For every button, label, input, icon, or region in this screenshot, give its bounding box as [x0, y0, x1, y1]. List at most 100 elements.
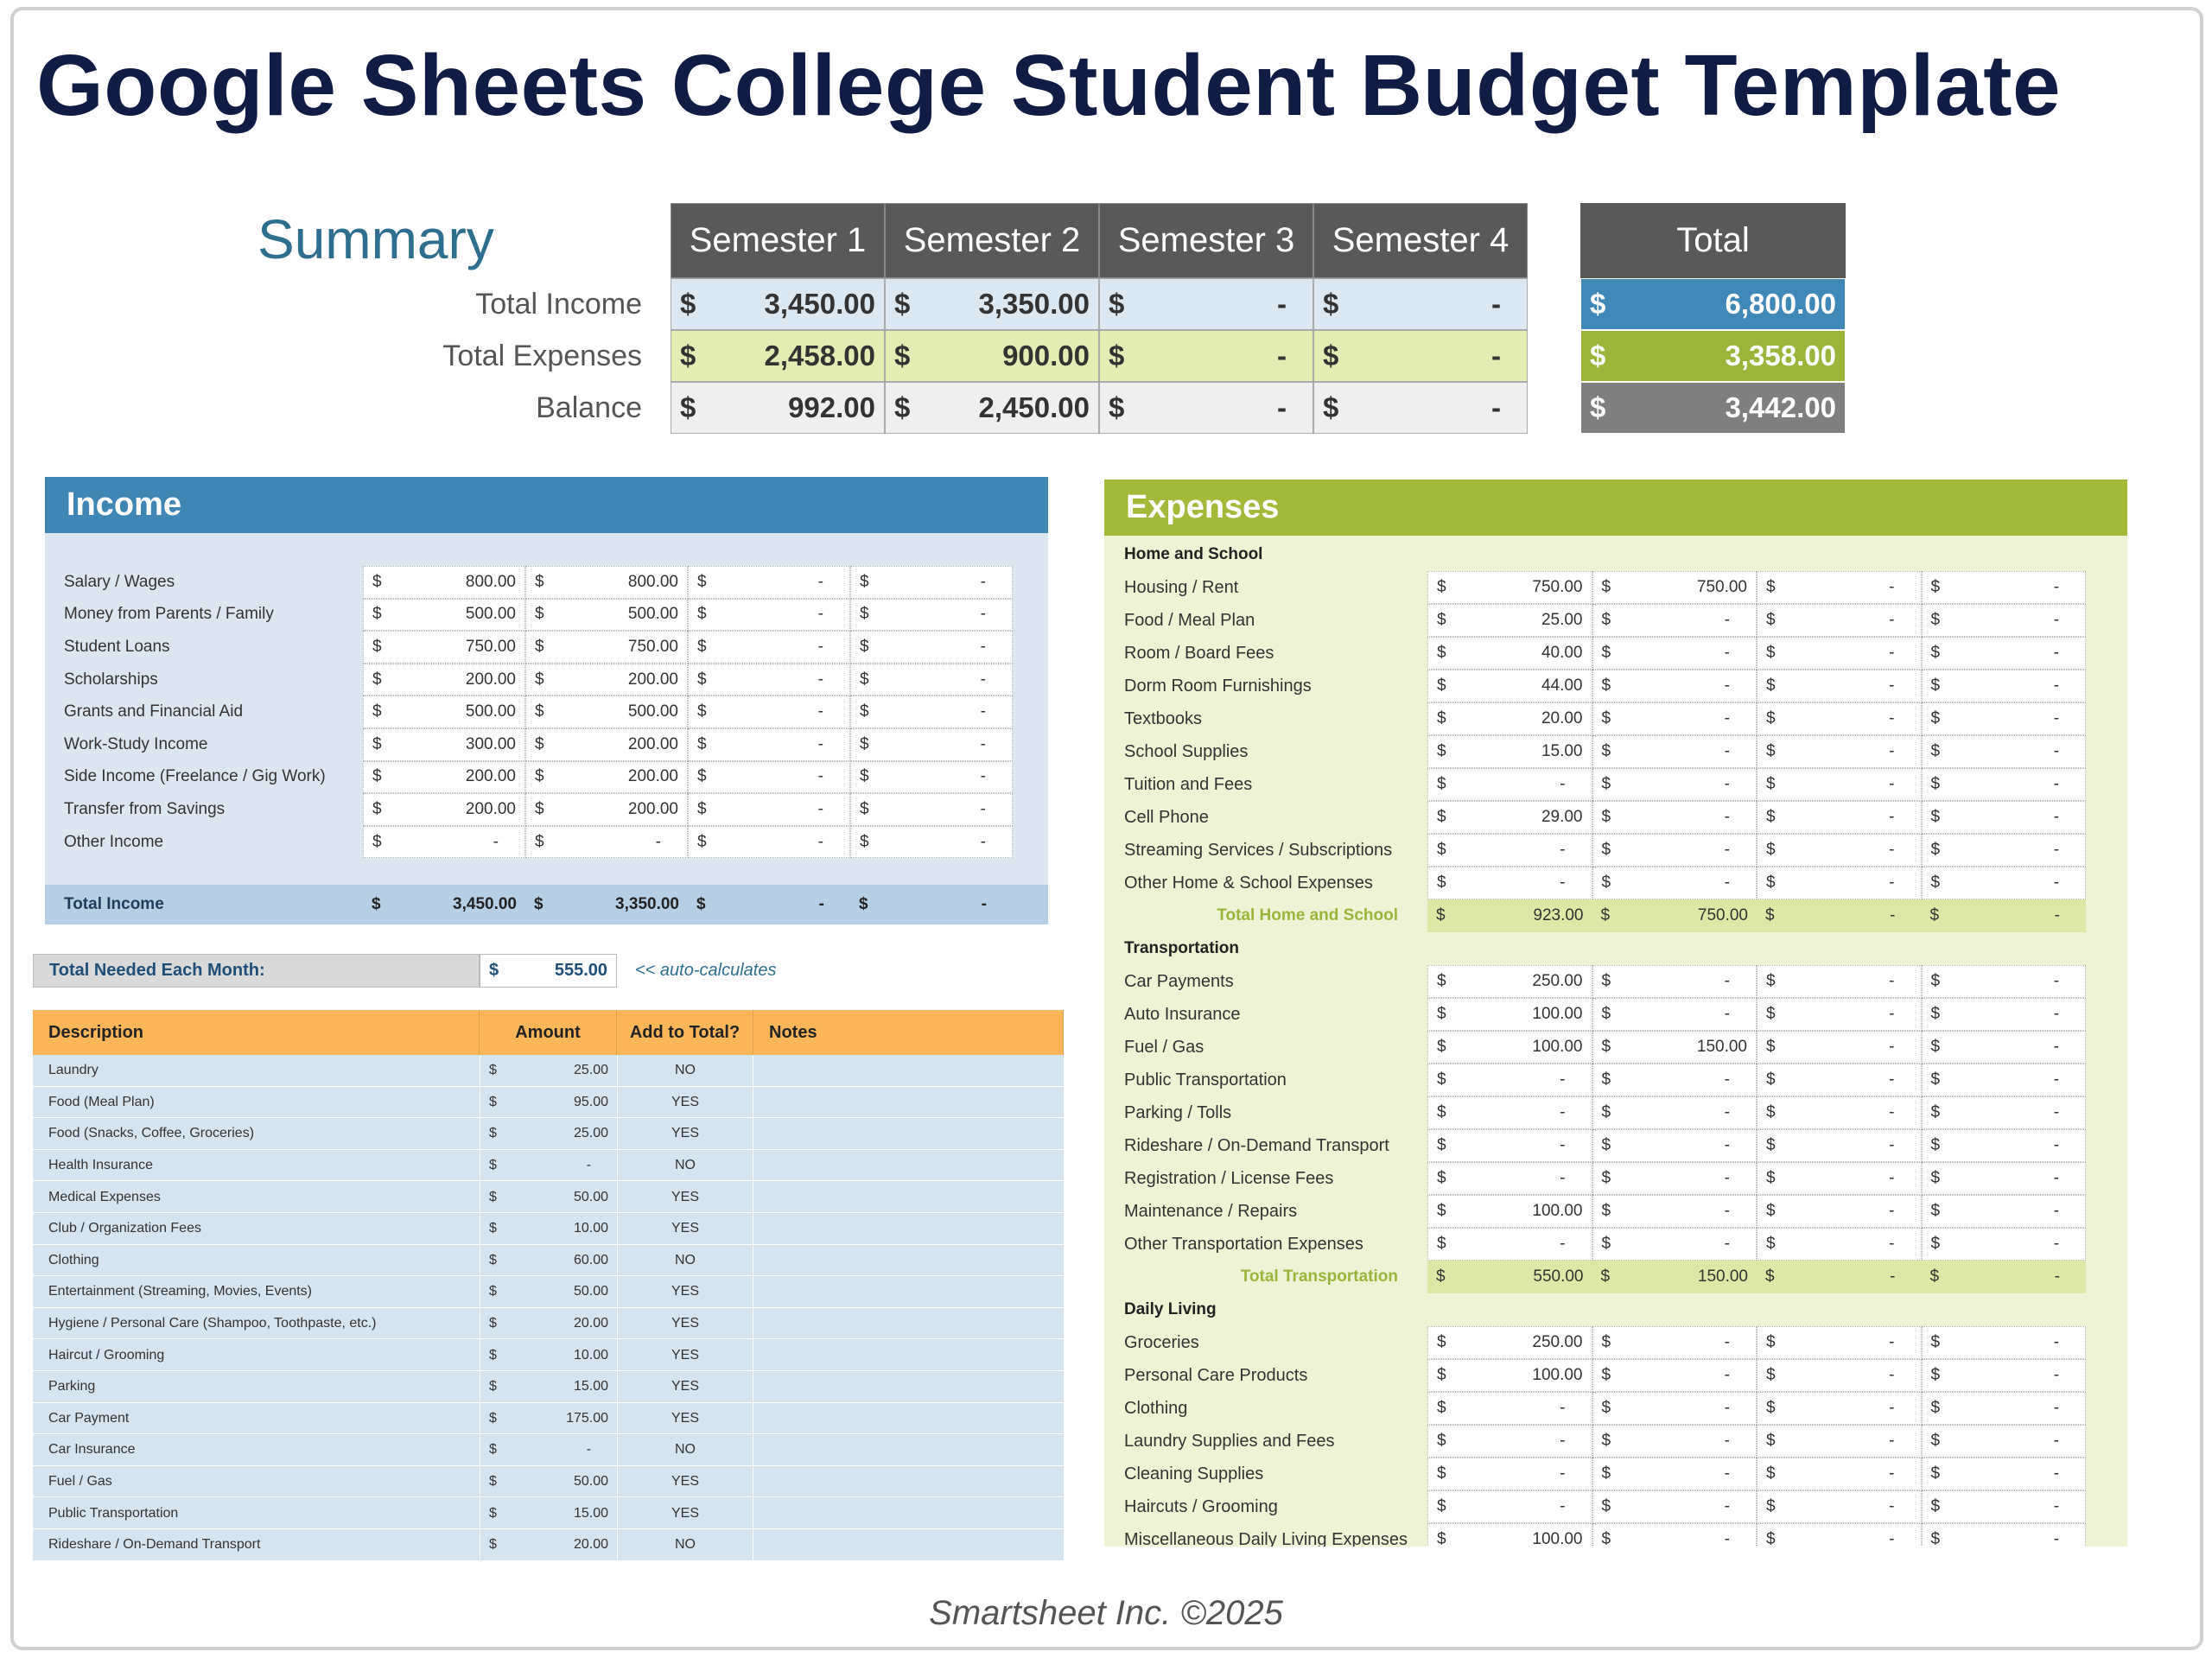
amount: 300.00: [465, 734, 516, 753]
summary-row-label: Total Income: [475, 287, 642, 321]
money-cell: $200.00: [363, 793, 525, 826]
amount: -: [2053, 709, 2059, 727]
currency-symbol: $: [1437, 1497, 1446, 1515]
expense-row-label: Cleaning Supplies: [1124, 1464, 1264, 1483]
money-cell: $ -: [1592, 801, 1757, 834]
amount: -: [980, 767, 986, 786]
amount: 100.00: [1532, 1005, 1583, 1023]
money-cell: $ -: [1921, 965, 2086, 998]
amount: -: [1724, 1530, 1730, 1547]
amount: 500.00: [465, 605, 516, 624]
amount: -: [817, 734, 823, 753]
currency-symbol: $: [1766, 1202, 1776, 1220]
currency-symbol: $: [1437, 1038, 1446, 1056]
currency-symbol: $: [859, 895, 868, 913]
money-cell: $ -: [688, 760, 850, 794]
money-cell: $ -: [1592, 1523, 1757, 1547]
monthly-add-flag: YES: [617, 1213, 753, 1245]
currency-symbol: $: [1437, 1432, 1446, 1450]
money-cell: $100.00: [1427, 1031, 1592, 1064]
money-cell: $ -: [1921, 1326, 2086, 1359]
money-cell: $ -: [1592, 1359, 1757, 1392]
monthly-description: Public Transportation: [48, 1505, 179, 1521]
amount: -: [1560, 1399, 1566, 1417]
section-total-label: Total Transportation: [1240, 1267, 1398, 1286]
money-cell: $ -: [1921, 1096, 2086, 1129]
currency-symbol: $: [489, 1126, 497, 1141]
currency-symbol: $: [534, 895, 543, 913]
amount: 40.00: [1541, 644, 1583, 662]
money-cell: $20.00: [480, 1307, 617, 1340]
money-cell: $2,458.00: [671, 330, 885, 382]
currency-symbol: $: [1437, 611, 1446, 629]
income-row-label: Work-Study Income: [64, 734, 208, 753]
currency-symbol: $: [1436, 1267, 1446, 1286]
amount: -: [1889, 873, 1895, 892]
income-row-label: Money from Parents / Family: [64, 605, 274, 624]
amount: -: [1724, 873, 1730, 892]
amount: -: [817, 572, 823, 591]
monthly-row: Parking $15.00 YES: [33, 1371, 1064, 1403]
amount: 50.00: [573, 1474, 608, 1490]
money-cell: $ -: [850, 566, 1013, 599]
amount: -: [980, 734, 986, 753]
money-cell: $50.00: [480, 1276, 617, 1308]
money-cell: $ -: [850, 631, 1013, 664]
money-cell: $ -: [1757, 801, 1922, 834]
money-cell: $ -: [1099, 278, 1313, 330]
amount: -: [1724, 709, 1730, 727]
currency-symbol: $: [535, 702, 544, 721]
currency-symbol: $: [1930, 1005, 1941, 1023]
money-cell: $ -: [1592, 1490, 1757, 1523]
currency-symbol: $: [1930, 677, 1941, 695]
amount: -: [1724, 1235, 1730, 1253]
amount: -: [1560, 775, 1566, 793]
expense-row-label: School Supplies: [1124, 741, 1249, 761]
amount: 20.00: [573, 1316, 608, 1331]
monthly-row: Fuel / Gas $50.00 YES: [33, 1465, 1064, 1498]
amount: -: [817, 767, 823, 786]
money-cell: $ -: [1757, 1261, 1922, 1293]
monthly-body: Laundry $25.00 NO Food (Meal Plan) $95.00 YES…: [33, 1055, 1064, 1560]
money-cell: $ -: [1592, 1096, 1757, 1129]
amount: 3,450.00: [453, 895, 517, 913]
currency-symbol: $: [1436, 906, 1446, 924]
money-cell: $ -: [1921, 1228, 2086, 1261]
monthly-add-flag: NO: [617, 1055, 753, 1087]
currency-symbol: $: [489, 1505, 497, 1521]
currency-symbol: $: [1437, 972, 1446, 990]
amount: -: [1890, 906, 1896, 924]
expense-row-label: Fuel / Gas: [1124, 1037, 1205, 1057]
currency-symbol: $: [1601, 1530, 1611, 1547]
currency-symbol: $: [1601, 1497, 1611, 1515]
money-cell: $50.00: [480, 1465, 617, 1498]
amount: -: [1889, 775, 1895, 793]
amount: 900.00: [1002, 340, 1090, 372]
amount: -: [1724, 1399, 1730, 1417]
currency-symbol: $: [1930, 1432, 1941, 1450]
money-cell: $44.00: [1427, 670, 1592, 702]
amount: 550.00: [1533, 1267, 1584, 1286]
amount: 50.00: [573, 1189, 608, 1204]
currency-symbol: $: [1766, 742, 1776, 760]
currency-symbol: $: [1437, 1464, 1446, 1483]
currency-symbol: $: [1437, 709, 1446, 727]
expense-row-label: Registration / License Fees: [1124, 1168, 1334, 1188]
amount: -: [980, 799, 986, 818]
summary-row-label: Total Expenses: [442, 339, 642, 372]
monthly-row: Health Insurance $ - NO: [33, 1149, 1064, 1182]
amount: 100.00: [1532, 1202, 1583, 1220]
currency-symbol: $: [894, 288, 911, 320]
amount: -: [1560, 1103, 1566, 1121]
amount: 200.00: [627, 734, 678, 753]
money-cell: $ -: [1099, 330, 1313, 382]
currency-symbol: $: [1766, 1399, 1776, 1417]
monthly-description: Hygiene / Personal Care (Shampoo, Toothp…: [48, 1316, 377, 1331]
money-cell: $750.00: [1427, 571, 1592, 604]
currency-symbol: $: [489, 1063, 497, 1078]
currency-symbol: $: [1766, 1038, 1776, 1056]
money-cell: $200.00: [363, 663, 525, 696]
amount: 20.00: [573, 1537, 608, 1553]
amount: -: [2053, 1103, 2059, 1121]
money-cell: $ -: [1592, 1129, 1757, 1162]
